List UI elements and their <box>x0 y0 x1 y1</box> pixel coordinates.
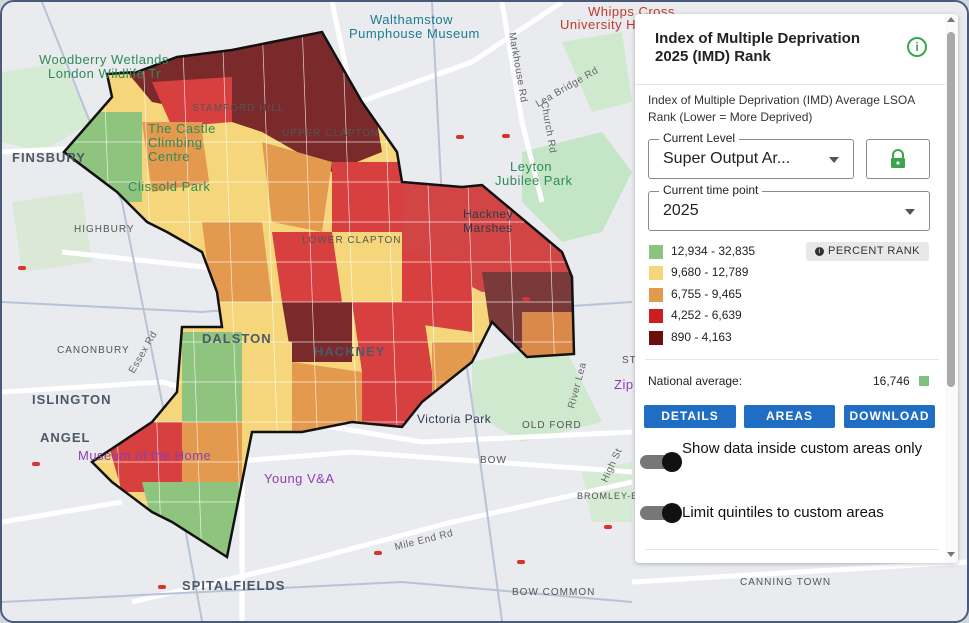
current-level-label: Current Level <box>659 131 740 145</box>
map-label-finsbury: FINSBURY <box>12 150 86 165</box>
map-label-highbury: HIGHBURY <box>74 224 135 235</box>
map-label-victoria-park: Victoria Park <box>417 412 492 426</box>
imd-panel: Index of Multiple Deprivation 2025 (IMD)… <box>635 14 958 563</box>
custom-areas-toggle-label: Show data inside custom areas only <box>682 440 923 457</box>
legend-item: 4,252 - 6,639 <box>649 308 742 323</box>
scrollbar-thumb[interactable] <box>947 32 955 387</box>
divider <box>645 359 939 360</box>
map-label-pumphouse: Pumphouse Museum <box>349 26 480 41</box>
scroll-up-icon[interactable] <box>947 17 955 22</box>
percent-rank-label: PERCENT RANK <box>828 245 920 257</box>
current-level-select[interactable]: Current Level Super Output Ar... <box>648 131 854 179</box>
map-label-woodberry2: London Wildlife Tr <box>48 66 162 81</box>
map-label-st-partial: ST <box>622 355 637 366</box>
map-label-spitalfields: SPITALFIELDS <box>182 578 286 593</box>
national-average-swatch <box>919 376 929 386</box>
map-label-woodberry1: Woodberry Wetlands <box>39 52 169 67</box>
legend-item: 6,755 - 9,465 <box>649 287 742 302</box>
map-label-canning-town: CANNING TOWN <box>740 577 832 588</box>
legend-swatch <box>649 308 663 323</box>
map-label-clissold: Clissold Park <box>128 179 211 194</box>
scroll-down-icon[interactable] <box>947 552 955 557</box>
custom-areas-toggle[interactable] <box>640 452 682 472</box>
details-button[interactable]: DETAILS <box>644 405 736 428</box>
panel-title: Index of Multiple Deprivation 2025 (IMD)… <box>655 30 861 65</box>
legend-range: 890 - 4,163 <box>671 330 732 344</box>
map-label-upper-clapton: UPPER CLAPTON <box>282 128 380 139</box>
legend-swatch <box>649 330 663 345</box>
legend-swatch <box>649 287 663 302</box>
map-label-walthamstow: Walthamstow <box>370 12 454 27</box>
map-label-old-ford: OLD FORD <box>522 420 582 431</box>
legend-swatch <box>649 265 663 280</box>
map-label-bow-common: BOW COMMON <box>512 587 596 598</box>
time-point-select[interactable]: Current time point 2025 <box>648 183 930 231</box>
legend-range: 6,755 - 9,465 <box>671 287 742 301</box>
toggle-knob <box>662 503 682 523</box>
map-label-museum-home: Museum of the Home <box>78 448 212 463</box>
lock-button[interactable] <box>866 139 930 179</box>
info-icon[interactable]: i <box>907 37 927 57</box>
map-label-stamford: STAMFORD HILL <box>192 103 285 114</box>
national-average-label: National average: <box>648 374 743 388</box>
legend-range: 9,680 - 12,789 <box>671 265 749 279</box>
metric-description: Index of Multiple Deprivation (IMD) Aver… <box>648 93 915 124</box>
percent-rank-button[interactable]: i PERCENT RANK <box>806 242 929 261</box>
map-label-hackney: HACKNEY <box>314 344 386 359</box>
lock-icon <box>891 149 905 168</box>
current-level-value: Super Output Ar... <box>663 150 791 167</box>
chevron-down-icon <box>905 209 915 215</box>
areas-button[interactable]: AREAS <box>744 405 835 428</box>
legend-range: 12,934 - 32,835 <box>671 244 756 258</box>
time-point-value: 2025 <box>663 202 699 219</box>
map-label-castle: The Castle Climbing Centre <box>148 121 216 164</box>
divider <box>645 549 939 550</box>
time-point-label: Current time point <box>659 183 763 197</box>
map-label-dalston: DALSTON <box>202 331 272 346</box>
legend-item: 890 - 4,163 <box>649 330 732 345</box>
limit-quintiles-toggle-label: Limit quintiles to custom areas <box>682 504 884 521</box>
map-label-bromley: BROMLEY-BY-BOW <box>577 491 673 501</box>
map-label-islington: ISLINGTON <box>32 392 112 407</box>
national-average-value: 16,746 <box>873 374 910 388</box>
map-label-lower-clapton: LOWER CLAPTON <box>302 235 402 246</box>
chevron-down-icon <box>829 157 839 163</box>
map-label-bow: BOW <box>480 455 507 466</box>
map-label-angel: ANGEL <box>40 430 91 445</box>
map-label-young-va: Young V&A <box>264 471 335 486</box>
legend-item: 12,934 - 32,835 <box>649 244 756 259</box>
limit-quintiles-toggle[interactable] <box>640 503 682 523</box>
legend-swatch <box>649 244 663 259</box>
map-label-leyton: Leyton <box>510 159 553 174</box>
legend-range: 4,252 - 6,639 <box>671 308 742 322</box>
info-icon: i <box>815 246 824 256</box>
download-button[interactable]: DOWNLOAD <box>844 405 935 428</box>
map-label-university: University H <box>560 17 637 32</box>
map-label-hackney-marshes: Hackney Marshes <box>463 207 514 235</box>
panel-header: Index of Multiple Deprivation 2025 (IMD)… <box>635 14 945 85</box>
map-label-jubilee: Jubilee Park <box>495 173 573 188</box>
toggle-knob <box>662 452 682 472</box>
legend-item: 9,680 - 12,789 <box>649 265 749 280</box>
map-label-canonbury: CANONBURY <box>57 345 130 356</box>
